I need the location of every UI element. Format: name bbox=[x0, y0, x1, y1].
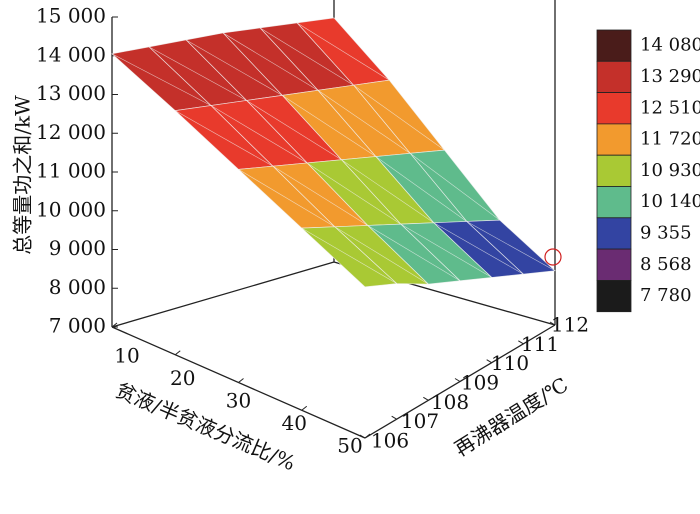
colorbar-label: 8 568 bbox=[640, 254, 692, 275]
y-tick-label: 112 bbox=[551, 313, 589, 337]
mesh-diagonal bbox=[466, 221, 556, 272]
mesh-diagonal bbox=[259, 27, 354, 86]
z-tick-label: 7 000 bbox=[49, 314, 106, 338]
x-tick-label: 20 bbox=[170, 366, 195, 390]
colorbar-swatch bbox=[596, 29, 632, 62]
x-tick-label: 50 bbox=[337, 434, 362, 458]
y-tick-label: 109 bbox=[461, 371, 499, 395]
colorbar-swatch bbox=[596, 279, 632, 313]
colorbar-swatch bbox=[596, 92, 632, 125]
x-tick-label: 30 bbox=[226, 389, 251, 413]
z-tick-label: 14 000 bbox=[36, 42, 106, 66]
mesh-diagonal bbox=[307, 162, 401, 225]
mesh-diagonal bbox=[367, 225, 461, 282]
colorbar-swatch bbox=[596, 60, 632, 93]
mesh-diagonal bbox=[210, 105, 308, 164]
y-tick bbox=[486, 359, 492, 364]
x-tick bbox=[301, 405, 308, 411]
z-tick-label: 12 000 bbox=[36, 120, 106, 144]
z-tick-label: 15 000 bbox=[36, 4, 106, 28]
mesh-diagonal bbox=[433, 222, 524, 275]
mesh-diagonal bbox=[238, 169, 335, 228]
mesh-diagonal bbox=[185, 39, 283, 96]
mesh-diagonal bbox=[282, 95, 376, 157]
mesh-diagonal bbox=[341, 159, 434, 224]
z-tick-label: 8 000 bbox=[49, 275, 106, 299]
colorbar-label: 9 355 bbox=[640, 222, 692, 243]
colorbar-swatch bbox=[596, 123, 632, 156]
x-tick-label: 10 bbox=[114, 344, 139, 368]
mesh-diagonal bbox=[246, 100, 342, 161]
z-tick-label: 11 000 bbox=[36, 159, 106, 183]
mesh-diagonal bbox=[272, 165, 368, 226]
min-marker bbox=[544, 248, 562, 266]
y-tick bbox=[518, 340, 524, 345]
x-tick-label: 40 bbox=[282, 411, 307, 435]
colorbar-label: 7 780 bbox=[640, 285, 692, 306]
mesh-diagonal bbox=[296, 22, 390, 81]
surface bbox=[111, 17, 556, 288]
x-tick bbox=[364, 433, 371, 439]
x-tick bbox=[238, 378, 244, 383]
colorbar-swatch bbox=[596, 154, 632, 187]
colorbar-swatch bbox=[596, 217, 632, 250]
y-tick bbox=[359, 434, 366, 439]
mesh-diagonal bbox=[375, 156, 467, 222]
y-tick bbox=[423, 396, 429, 401]
colorbar-label: 12 510 bbox=[640, 97, 700, 118]
y-tick bbox=[391, 415, 397, 420]
y-tick-label: 110 bbox=[491, 351, 529, 375]
z-tick-label: 9 000 bbox=[49, 236, 106, 260]
z-axis-title: 总等量功之和/kW bbox=[11, 95, 35, 255]
y-tick-label: 107 bbox=[401, 409, 439, 433]
y-tick bbox=[454, 378, 461, 382]
z-tick-label: 13 000 bbox=[36, 81, 106, 105]
y-tick-label: 108 bbox=[431, 390, 469, 414]
mesh-diagonal bbox=[222, 32, 319, 91]
mesh-diagonal bbox=[409, 153, 500, 221]
x-axis-title: 贫液/半贫液分流比/% bbox=[112, 378, 299, 475]
colorbar-label: 14 080 bbox=[640, 35, 700, 56]
mesh-diagonal bbox=[353, 84, 445, 151]
mesh-diagonal bbox=[317, 90, 411, 154]
colorbar-label: 10 930 bbox=[640, 160, 700, 181]
y-tick-label: 106 bbox=[371, 429, 409, 453]
mesh-diagonal bbox=[334, 226, 429, 285]
colorbar-swatch bbox=[596, 248, 632, 281]
colorbar-label: 10 140 bbox=[640, 191, 700, 212]
mesh-diagonal bbox=[301, 227, 397, 284]
colorbar-label: 11 720 bbox=[640, 129, 700, 150]
floor-edge bbox=[111, 261, 335, 328]
y-tick-label: 111 bbox=[521, 332, 559, 356]
x-tick bbox=[174, 350, 181, 356]
x-tick bbox=[111, 322, 118, 328]
z-tick-label: 10 000 bbox=[36, 197, 106, 221]
mesh-diagonal bbox=[148, 46, 247, 101]
mesh-diagonal bbox=[111, 53, 212, 106]
colorbar-label: 13 290 bbox=[640, 66, 700, 87]
mesh-diagonal bbox=[400, 223, 492, 278]
colorbar-swatch bbox=[596, 186, 632, 219]
mesh-diagonal bbox=[175, 110, 273, 167]
y-tick bbox=[549, 321, 556, 326]
